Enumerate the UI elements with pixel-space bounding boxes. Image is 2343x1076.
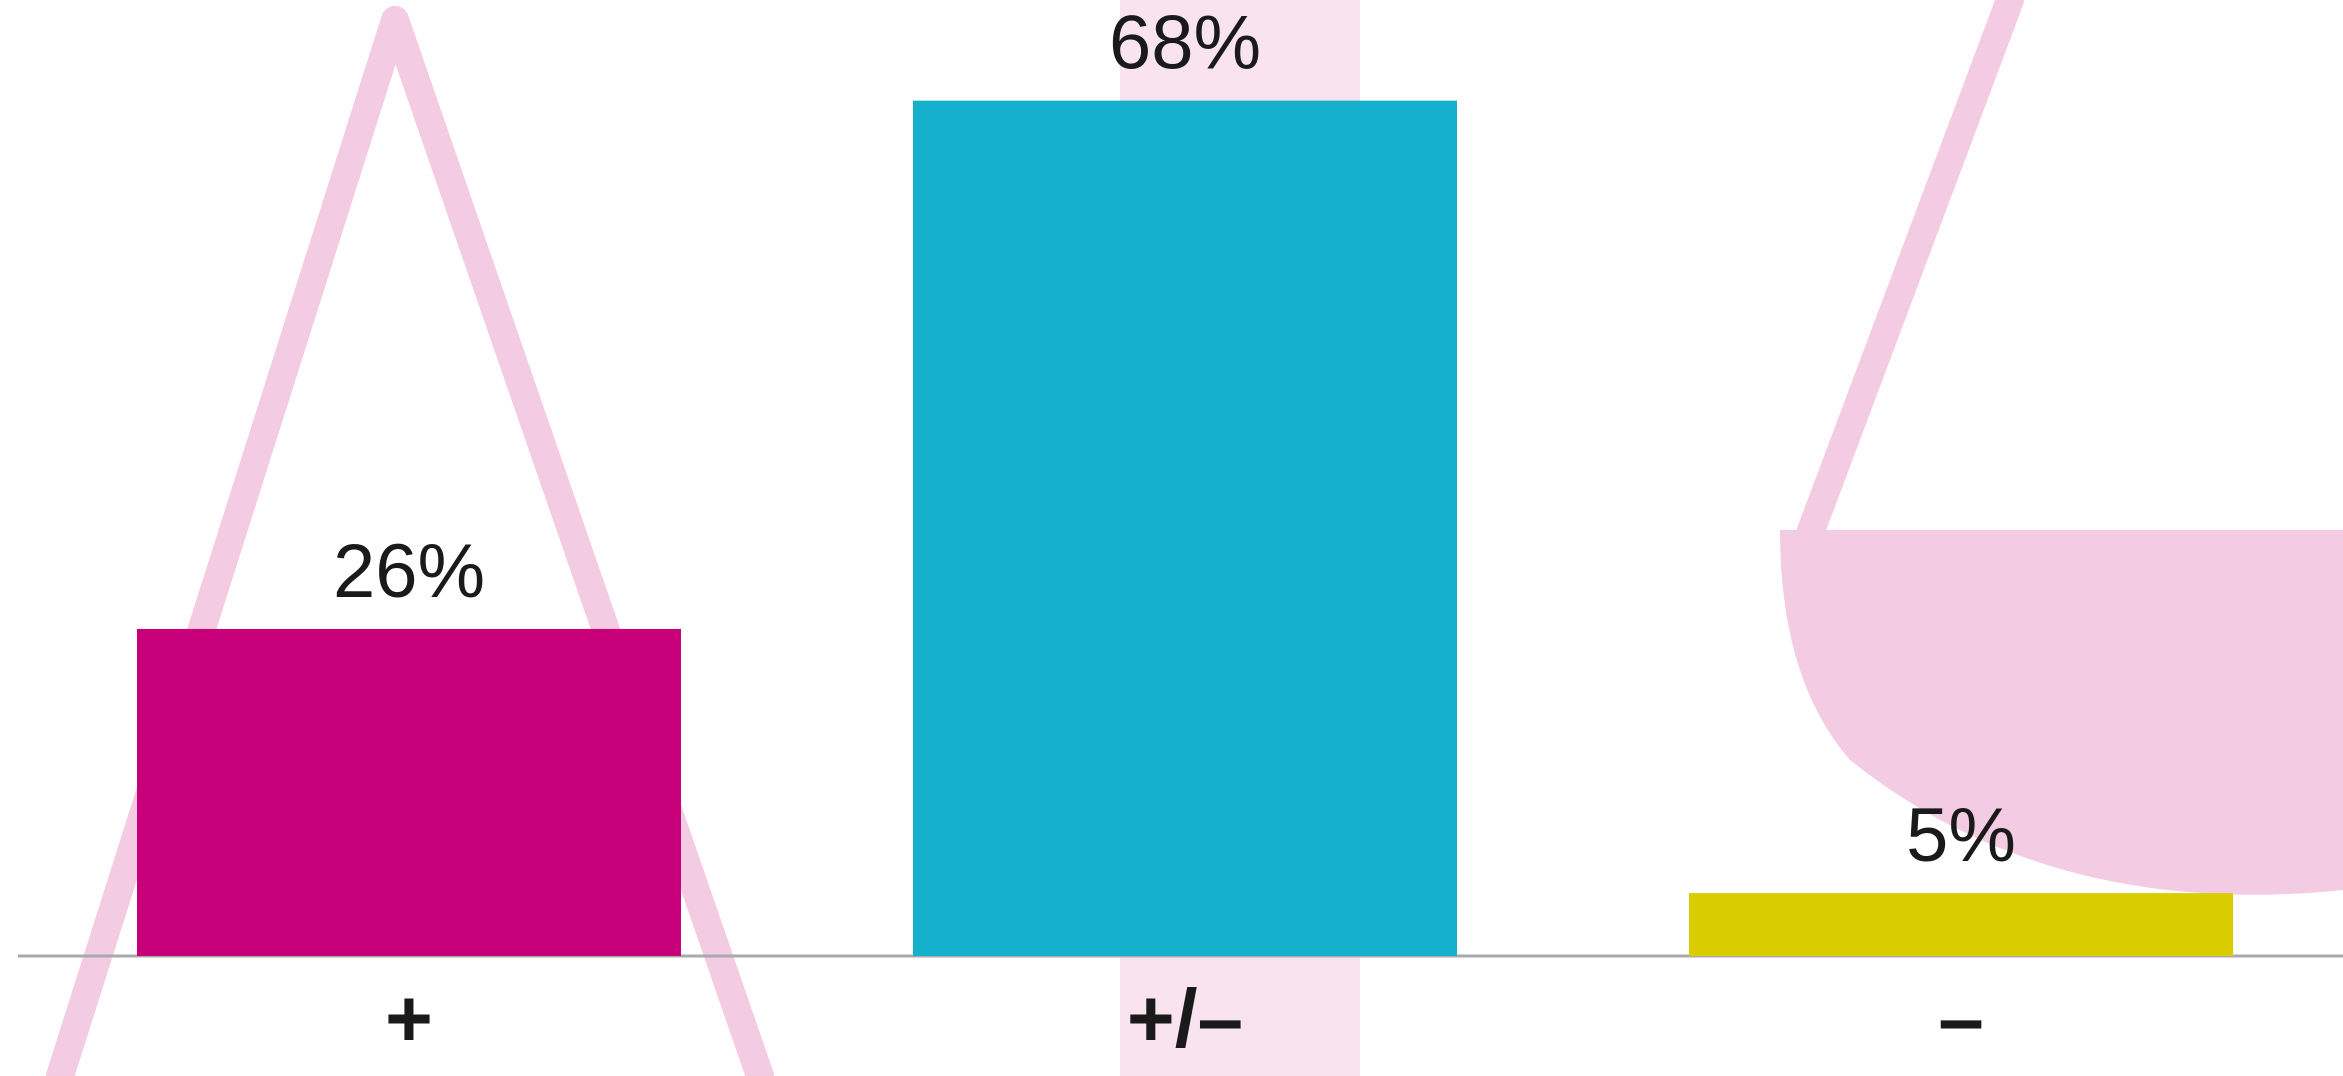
decor-line	[1786, 0, 2024, 574]
value-label: 68%	[1109, 1, 1261, 86]
bar	[1689, 893, 2233, 956]
x-tick-label: +	[385, 974, 433, 1065]
decor-line	[381, 6, 774, 1076]
decor-line	[46, 6, 409, 1076]
x-tick-label: +/–	[1127, 974, 1243, 1065]
value-label: 5%	[1906, 793, 2016, 878]
value-label: 26%	[333, 529, 485, 614]
decor-bowl	[1780, 530, 2343, 895]
bar	[137, 628, 681, 956]
bar	[913, 100, 1457, 956]
x-tick-label: –	[1938, 974, 1984, 1065]
